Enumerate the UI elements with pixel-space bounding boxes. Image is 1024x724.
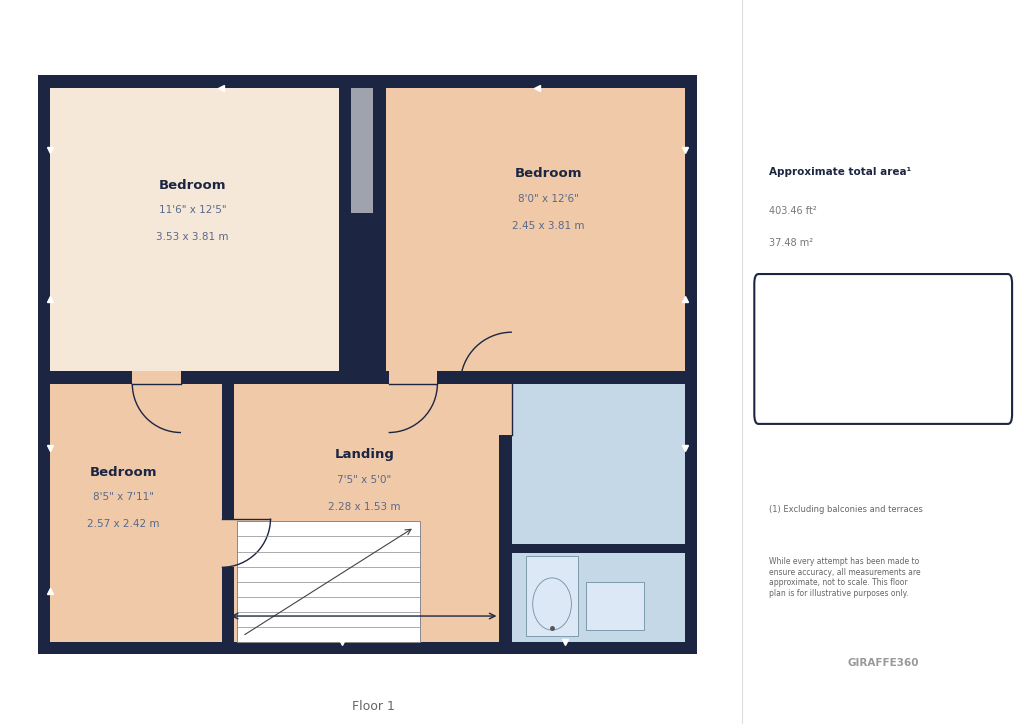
Bar bbox=[386, 88, 684, 371]
Text: (1) Excluding balconies and terraces: (1) Excluding balconies and terraces bbox=[769, 505, 923, 514]
Bar bbox=[132, 371, 181, 384]
FancyBboxPatch shape bbox=[755, 274, 1012, 424]
Text: 3.53 x 3.81 m: 3.53 x 3.81 m bbox=[157, 232, 228, 242]
Bar bbox=[339, 213, 386, 371]
Bar bbox=[50, 384, 228, 642]
Text: 403.46 ft²: 403.46 ft² bbox=[769, 206, 817, 216]
Bar bbox=[500, 384, 512, 435]
Text: Bedroom: Bedroom bbox=[90, 466, 158, 479]
Bar bbox=[500, 384, 512, 642]
Bar bbox=[222, 518, 234, 568]
Bar bbox=[237, 521, 420, 642]
Bar bbox=[512, 384, 684, 642]
Text: Approximate total area¹: Approximate total area¹ bbox=[769, 167, 911, 177]
Text: Bedroom: Bedroom bbox=[159, 179, 226, 192]
Text: 5'0" x 7'10": 5'0" x 7'10" bbox=[846, 342, 921, 355]
Bar bbox=[228, 384, 500, 642]
Text: 2.28 x 1.53 m: 2.28 x 1.53 m bbox=[329, 502, 400, 512]
Text: 7'5" x 5'0": 7'5" x 5'0" bbox=[338, 474, 391, 484]
Bar bbox=[50, 371, 684, 384]
Text: 1.52 x 2.41 m: 1.52 x 2.41 m bbox=[840, 388, 927, 401]
Text: 11'6" x 12'5": 11'6" x 12'5" bbox=[159, 205, 226, 215]
Text: While every attempt has been made to
ensure accuracy, all measurements are
appro: While every attempt has been made to ens… bbox=[769, 557, 921, 598]
Bar bbox=[587, 581, 644, 631]
Text: Bedroom: Bedroom bbox=[514, 167, 582, 180]
Text: 2.45 x 3.81 m: 2.45 x 3.81 m bbox=[512, 221, 585, 230]
Bar bbox=[351, 88, 373, 371]
Text: 37.48 m²: 37.48 m² bbox=[769, 238, 813, 248]
Bar bbox=[222, 384, 234, 642]
Bar bbox=[339, 88, 351, 371]
Text: 8'5" x 7'11": 8'5" x 7'11" bbox=[93, 492, 155, 502]
Bar bbox=[351, 88, 373, 213]
Bar bbox=[373, 88, 386, 371]
Bar bbox=[526, 556, 578, 636]
Bar bbox=[512, 544, 684, 553]
Text: 8'0" x 12'6": 8'0" x 12'6" bbox=[517, 193, 579, 203]
Bar bbox=[50, 88, 339, 371]
Text: Landing: Landing bbox=[335, 448, 394, 461]
Text: GIRAFFE360: GIRAFFE360 bbox=[848, 658, 919, 668]
Text: Floor 1: Floor 1 bbox=[352, 700, 395, 713]
Text: Bathroom: Bathroom bbox=[845, 296, 922, 311]
Bar bbox=[389, 371, 437, 384]
Text: 2.57 x 2.42 m: 2.57 x 2.42 m bbox=[87, 518, 160, 529]
